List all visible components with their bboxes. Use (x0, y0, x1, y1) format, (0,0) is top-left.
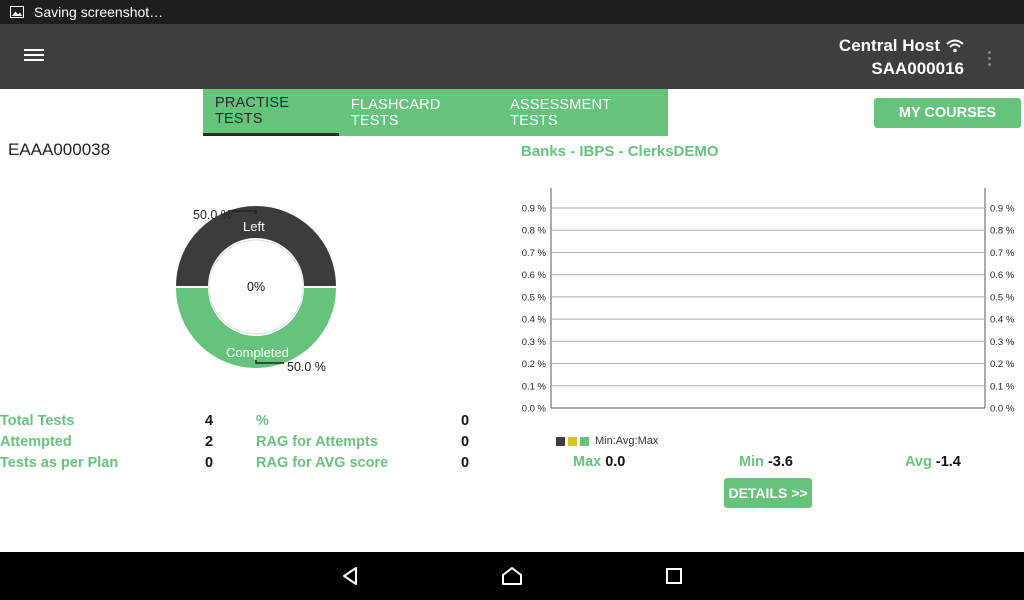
score-chart: 0.0 % 0.0 % 0.1 % 0.1 % 0.2 % 0.2 % 0.3 % 0.3 %… (115, 180, 1024, 430)
donut-segment-left (176, 206, 336, 286)
y-tick-label-right: 0.5 % (990, 292, 1015, 303)
y-tick-label-left: 0.1 % (522, 381, 547, 392)
y-tick-label-left: 0.8 % (522, 226, 547, 237)
left-percent-label: 50.0 % (193, 208, 232, 222)
status-notification: Saving screenshot… (34, 4, 164, 20)
percent-value: 0 (461, 413, 470, 429)
y-tick-label-right: 0.0 % (990, 404, 1015, 415)
tests-plan-value: 0 (205, 455, 214, 471)
y-tick-label-left: 0.5 % (522, 292, 547, 303)
host-block: Central Host SAA000016 (839, 34, 964, 80)
overflow-menu-icon[interactable] (986, 48, 992, 68)
legend-swatch-2 (580, 436, 589, 446)
recents-icon[interactable] (662, 564, 686, 588)
rag-attempts-label: RAG for Attempts (256, 434, 378, 450)
back-icon[interactable] (339, 564, 363, 588)
tests-plan-label: Tests as per Plan (0, 455, 119, 471)
y-tick-label-right: 0.9 % (990, 204, 1015, 215)
tab-assessment-tests[interactable]: ASSESSMENT TESTS (510, 96, 611, 129)
test-tabs: PRACTISE TESTS FLASHCARD TESTS ASSESSMEN… (203, 89, 668, 136)
details-button[interactable]: DETAILS >> (724, 478, 812, 508)
y-tick-label-left: 0.3 % (522, 337, 547, 348)
summary-min: Min -3.6 (739, 454, 793, 470)
donut-segment-completed (176, 288, 336, 368)
y-tick-label-right: 0.7 % (990, 248, 1015, 259)
tab-flashcard-tests[interactable]: FLASHCARD TESTS (350, 96, 441, 129)
status-bar: Saving screenshot… (0, 0, 1024, 24)
summary-min-value: -3.6 (767, 454, 793, 470)
legend-swatch-1 (568, 436, 577, 446)
percent-label: % (256, 413, 269, 429)
y-tick-label-left: 0.0 % (522, 404, 547, 415)
y-tick-label-right: 0.6 % (990, 270, 1015, 281)
progress-donut: 50.0 % Left 0% Completed 50.0 % (160, 195, 360, 385)
y-tick-label-right: 0.3 % (990, 337, 1015, 348)
summary-avg-label: Avg (905, 454, 932, 470)
summary-min-label: Min (739, 454, 764, 470)
rag-attempts-value: 0 (461, 434, 470, 450)
host-name: Central Host (838, 36, 940, 55)
tab-practise-tests[interactable]: PRACTISE TESTS (203, 89, 339, 136)
device-id: SAA000016 (871, 59, 964, 78)
summary-avg-value: -1.4 (935, 454, 961, 470)
user-id: EAAA000038 (8, 140, 111, 159)
completed-percent-label: 50.0 % (287, 360, 326, 374)
app-bar: Central Host SAA000016 (0, 24, 1024, 89)
y-tick-label-left: 0.4 % (522, 315, 547, 326)
rag-avg-label: RAG for AVG score (256, 455, 389, 471)
my-courses-button[interactable]: MY COURSES (874, 98, 1021, 128)
total-tests-value: 4 (205, 413, 214, 429)
y-tick-label-left: 0.9 % (522, 204, 547, 215)
y-tick-label-right: 0.2 % (990, 359, 1015, 370)
attempted-value: 2 (205, 434, 214, 450)
wifi-icon (946, 39, 964, 52)
donut-center-label: 0% (247, 280, 266, 294)
summary-avg: Avg -1.4 (905, 454, 961, 470)
home-icon[interactable] (500, 564, 524, 588)
rag-avg-value: 0 (461, 455, 470, 471)
y-tick-label-left: 0.2 % (522, 359, 547, 370)
y-tick-label-right: 0.8 % (990, 226, 1015, 237)
summary-max: Max 0.0 (573, 454, 625, 470)
completed-segment-label: Completed (226, 345, 289, 360)
summary-max-value: 0.0 (605, 454, 626, 470)
legend-swatch-0 (556, 436, 565, 446)
left-segment-label: Left (243, 219, 265, 234)
y-tick-label-right: 0.4 % (990, 315, 1015, 326)
system-nav-bar (0, 552, 1024, 600)
attempted-label: Attempted (0, 434, 72, 450)
y-tick-label-left: 0.7 % (522, 248, 547, 259)
course-title: Banks - IBPS - ClerksDEMO (521, 143, 719, 160)
menu-icon[interactable] (24, 46, 48, 66)
chart-legend: Min:Avg:Max (556, 435, 658, 447)
y-tick-label-left: 0.6 % (522, 270, 547, 281)
image-icon (10, 6, 24, 18)
total-tests-label: Total Tests (0, 413, 75, 429)
summary-max-label: Max (573, 454, 602, 470)
legend-label: Min:Avg:Max (595, 435, 659, 447)
y-tick-label-right: 0.1 % (990, 381, 1015, 392)
